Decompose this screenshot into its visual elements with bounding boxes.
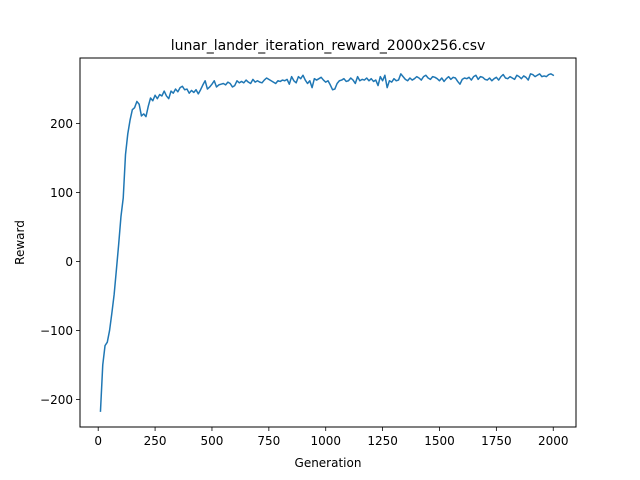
plot-series — [99, 73, 555, 412]
chart-title: lunar_lander_iteration_reward_2000x256.c… — [171, 38, 486, 54]
plot-frame — [79, 57, 577, 428]
y-axis-label: Reward — [13, 220, 27, 265]
y-tick-label: −200 — [40, 393, 73, 407]
x-tick-label: 250 — [144, 434, 167, 448]
y-tick-label: −100 — [40, 324, 73, 338]
y-axis-ticks: −200 −100 0 100 200 — [40, 117, 80, 407]
y-tick-label: 200 — [50, 117, 73, 131]
y-tick-label: 0 — [65, 255, 73, 269]
x-tick-label: 1750 — [481, 434, 512, 448]
x-tick-label: 500 — [201, 434, 224, 448]
series-line-0 — [99, 73, 555, 412]
x-tick-label: 750 — [257, 434, 280, 448]
x-axis-ticks: 0 250 500 750 1000 1250 1500 1750 2000 — [94, 427, 569, 448]
x-tick-label: 2000 — [538, 434, 569, 448]
x-tick-label: 1500 — [424, 434, 455, 448]
x-tick-label: 0 — [94, 434, 102, 448]
x-axis-label: Generation — [295, 456, 362, 470]
x-tick-label: 1000 — [310, 434, 341, 448]
x-tick-label: 1250 — [367, 434, 398, 448]
y-tick-label: 100 — [50, 186, 73, 200]
